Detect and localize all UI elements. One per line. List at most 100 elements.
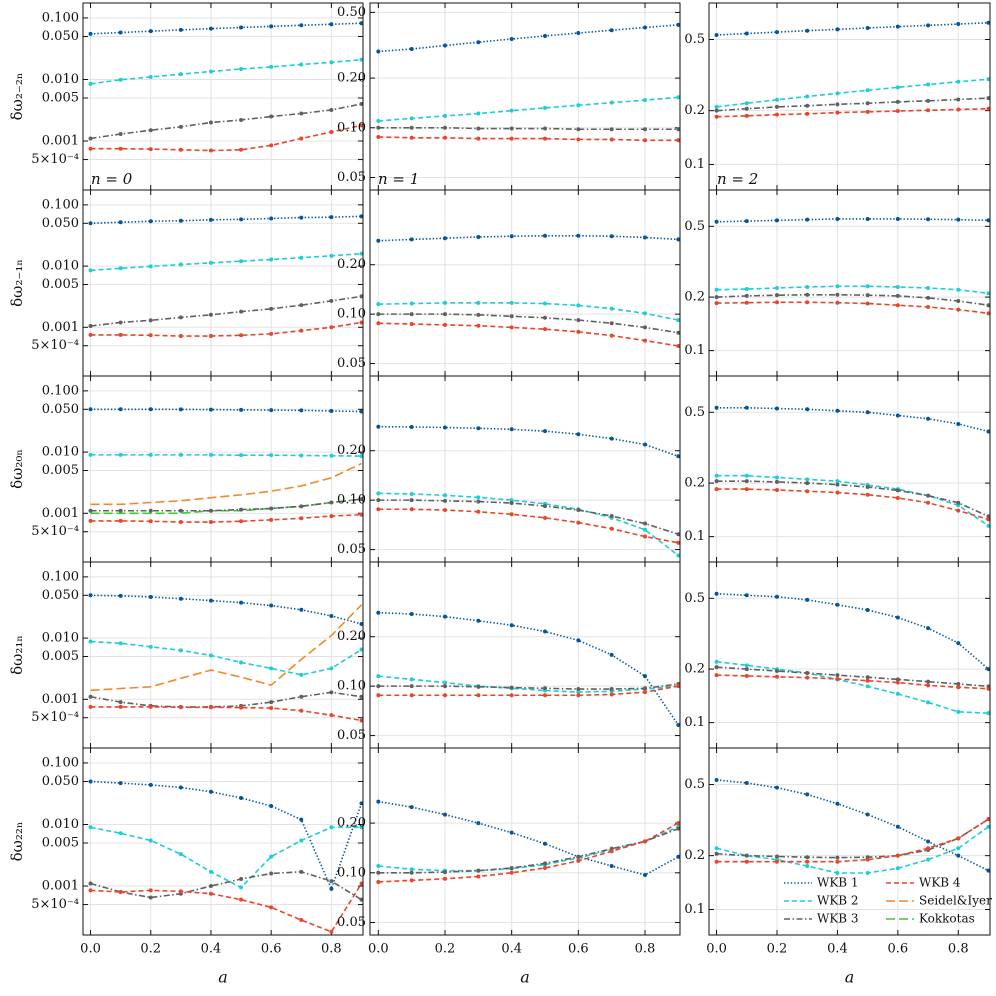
data-point: [576, 31, 581, 36]
axes-frame: [369, 561, 681, 749]
data-point: [714, 295, 719, 300]
data-point: [576, 693, 581, 698]
data-point: [359, 497, 363, 502]
panel: 5×10⁻⁴ 0.001 0.005 0.010 0.050 0.100 δω₂₋₁ₙ: [8, 189, 364, 377]
data-point: [805, 855, 810, 860]
data-point: [543, 233, 547, 238]
data-point: [543, 327, 547, 332]
series-line: [378, 136, 679, 142]
data-point: [443, 312, 447, 317]
data-point: [299, 817, 304, 822]
data-point: [359, 718, 363, 723]
data-point: [744, 113, 749, 118]
data-point: [714, 591, 719, 596]
data-point: [359, 801, 363, 806]
data-point: [744, 593, 749, 598]
data-point: [239, 117, 244, 122]
data-point: [118, 407, 123, 412]
data-point: [118, 146, 123, 151]
data-point: [178, 218, 183, 223]
data-point: [774, 475, 779, 480]
data-point: [895, 677, 900, 682]
data-point: [208, 148, 213, 153]
series-line: [378, 492, 679, 557]
data-point: [409, 867, 414, 872]
data-point: [643, 235, 647, 240]
y-tick-label: 0.20: [337, 629, 366, 644]
data-point: [409, 47, 414, 52]
data-point: [269, 64, 274, 69]
data-point: [376, 238, 381, 243]
data-point: [895, 216, 900, 221]
data-point: [376, 49, 381, 54]
data-point: [986, 686, 990, 691]
data-point: [409, 491, 414, 496]
y-tick-label: 5×10⁻⁴: [31, 710, 79, 725]
y-tick-label: 0.100: [42, 569, 79, 584]
data-point: [409, 498, 414, 503]
data-point: [178, 508, 183, 513]
series-line: [90, 594, 362, 625]
data-point: [409, 611, 414, 616]
data-point: [409, 693, 414, 698]
data-point: [986, 20, 990, 25]
series-line: [716, 107, 989, 118]
series-line: [716, 97, 989, 112]
data-point: [178, 407, 183, 412]
data-point: [409, 322, 414, 327]
data-point: [88, 146, 93, 151]
data-point: [576, 687, 581, 692]
data-point: [543, 686, 547, 691]
data-point: [986, 429, 990, 434]
data-point: [986, 817, 990, 822]
data-point: [299, 23, 304, 28]
data-point: [774, 854, 779, 859]
data-point: [865, 684, 870, 689]
data-point: [88, 221, 93, 226]
data-point: [609, 514, 614, 519]
data-point: [643, 674, 647, 679]
data-point: [956, 107, 961, 112]
series-line: [378, 675, 679, 693]
data-point: [118, 332, 123, 337]
data-point: [178, 72, 183, 77]
data-point: [576, 854, 581, 859]
data-point: [118, 452, 123, 457]
data-point: [926, 295, 931, 300]
data-point: [329, 825, 334, 830]
data-point: [774, 218, 779, 223]
axes-frame: [82, 561, 364, 749]
data-point: [148, 407, 153, 412]
data-point: [509, 37, 514, 42]
data-point: [118, 781, 123, 786]
data-point: [835, 855, 840, 860]
data-point: [835, 300, 840, 305]
data-point: [576, 858, 581, 863]
series-line: [716, 660, 989, 714]
y-tick-label: 0.05: [337, 728, 366, 743]
data-point: [986, 96, 990, 101]
panel: 0.05 0.10 0.20: [337, 375, 681, 563]
data-point: [443, 812, 447, 817]
data-point: [714, 846, 719, 851]
data-point: [409, 135, 414, 140]
data-point: [359, 21, 363, 26]
data-point: [543, 301, 547, 306]
data-point: [476, 136, 481, 141]
data-point: [476, 111, 481, 116]
data-point: [359, 409, 363, 414]
y-tick-label: 0.20: [337, 443, 366, 458]
data-point: [744, 673, 749, 678]
data-point: [269, 216, 274, 221]
series-line: [378, 826, 679, 872]
data-point: [956, 307, 961, 312]
data-point: [178, 124, 183, 129]
data-point: [835, 479, 840, 484]
axes-frame: [82, 2, 364, 191]
data-point: [744, 219, 749, 224]
data-point: [805, 407, 810, 412]
data-point: [208, 520, 213, 525]
data-point: [269, 453, 274, 458]
data-point: [329, 690, 334, 695]
data-point: [329, 107, 334, 112]
